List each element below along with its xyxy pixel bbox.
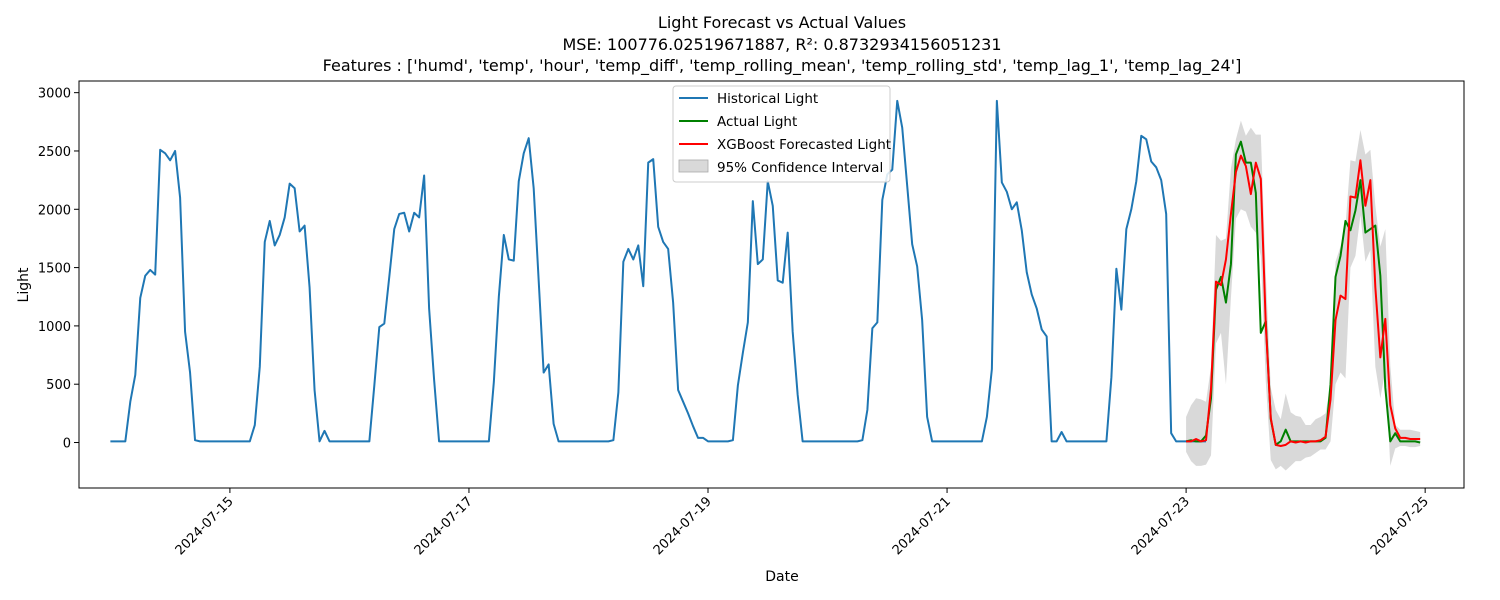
y-tick-label: 1000 [38, 320, 71, 335]
x-tick-label: 2024-07-19 [651, 494, 715, 558]
legend-label-forecast: XGBoost Forecasted Light [717, 137, 891, 153]
x-tick-label: 2024-07-25 [1368, 494, 1432, 558]
legend-box [672, 85, 891, 183]
legend-label-historical: Historical Light [717, 91, 818, 107]
legend-label-actual: Actual Light [717, 114, 797, 130]
legend-label-confidence: 95% Confidence Interval [717, 160, 883, 176]
plot-frame [78, 80, 1465, 489]
x-tick-label: 2024-07-23 [1129, 494, 1193, 558]
series-forecast-light [1186, 154, 1421, 448]
chart-title: Light Forecast vs Actual Values [658, 13, 906, 32]
x-tick-label: 2024-07-21 [890, 494, 954, 558]
x-axis-label: Date [765, 569, 798, 585]
plot-area [110, 99, 1421, 471]
x-tick-label: 2024-07-17 [412, 494, 476, 558]
y-tick-label: 2000 [38, 203, 71, 218]
y-tick-label: 3000 [38, 87, 71, 102]
confidence-band [1186, 120, 1421, 471]
series-historical-light [110, 99, 1207, 443]
legend-swatch-confidence [678, 159, 709, 173]
x-tick-label: 2024-07-15 [173, 494, 237, 558]
chart-subtitle: MSE: 100776.02519671887, R²: 0.873293415… [562, 35, 1001, 54]
y-tick-label: 500 [46, 378, 71, 393]
y-tick-label: 2500 [38, 145, 71, 160]
chart-features-line: Features : ['humd', 'temp', 'hour', 'tem… [323, 56, 1242, 76]
y-axis-label: Light [16, 267, 32, 302]
y-tick-label: 0 [63, 437, 71, 452]
legend: Historical Light Actual Light XGBoost Fo… [672, 85, 891, 183]
y-tick-label: 1500 [38, 262, 71, 277]
